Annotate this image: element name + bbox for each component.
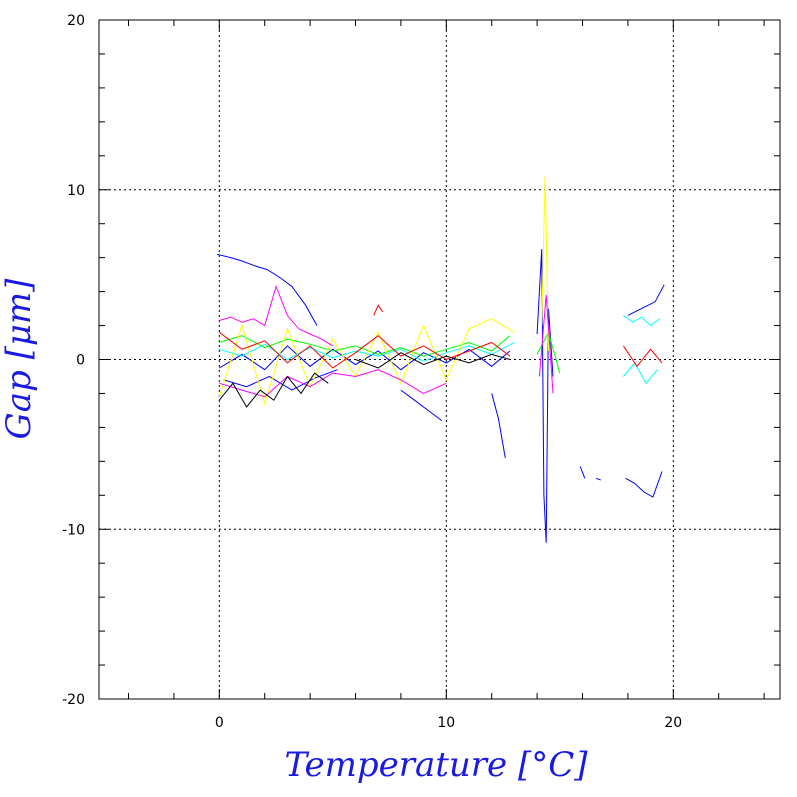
- data-series-line-20: [219, 284, 334, 347]
- data-series-line-23: [218, 372, 329, 408]
- x-axis-title: Temperature [°C]: [284, 745, 588, 785]
- data-series-line-15: [218, 318, 515, 406]
- y-tick-label: 0: [76, 353, 85, 369]
- data-series-line-18: [373, 304, 384, 316]
- data-series-line-5: [536, 249, 554, 543]
- y-tick-label: -20: [62, 692, 85, 708]
- y-axis-title: Gap [μm]: [0, 278, 39, 440]
- data-series-line-22: [538, 294, 554, 394]
- y-tick-label: 10: [67, 183, 85, 199]
- data-series-line-16: [541, 176, 549, 352]
- data-series-line-0: [216, 253, 318, 326]
- data-series: [216, 176, 665, 543]
- y-tick-label: 20: [67, 13, 85, 29]
- data-series-line-8: [579, 466, 586, 479]
- data-series-line-3: [400, 389, 443, 422]
- data-series-line-17: [219, 331, 511, 369]
- data-series-line-9: [595, 477, 601, 481]
- data-series-line-2: [223, 369, 338, 391]
- axis-ticks: 0 10 20 -20 -10 0 10 20: [62, 13, 780, 731]
- x-tick-label: 10: [437, 715, 455, 731]
- data-series-line-11: [623, 314, 660, 327]
- data-series-line-13: [219, 335, 511, 357]
- data-series-line-12: [623, 362, 658, 385]
- x-tick-label: 0: [215, 715, 224, 731]
- data-series-line-1: [219, 345, 511, 371]
- y-tick-label: -10: [62, 522, 85, 538]
- data-series-line-19: [622, 345, 663, 368]
- x-tick-label: 20: [664, 715, 682, 731]
- data-series-line-24: [355, 352, 511, 369]
- data-series-line-7: [627, 284, 665, 316]
- data-series-line-6: [625, 471, 663, 498]
- data-series-line-4: [491, 393, 506, 459]
